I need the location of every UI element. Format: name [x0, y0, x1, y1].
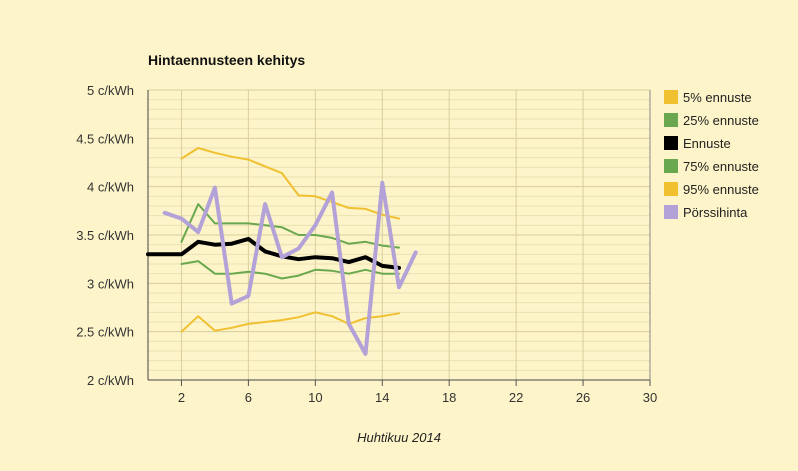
y-tick-label: 3 c/kWh	[87, 276, 134, 291]
x-tick-label: 14	[375, 390, 389, 405]
x-tick-label: 22	[509, 390, 523, 405]
legend-label: 75% ennuste	[683, 159, 759, 174]
legend-swatch	[664, 136, 678, 150]
legend-label: 5% ennuste	[683, 90, 752, 105]
x-tick-label: 6	[245, 390, 252, 405]
legend-label: Ennuste	[683, 136, 731, 151]
x-tick-label: 26	[576, 390, 590, 405]
x-tick-label: 30	[643, 390, 657, 405]
legend-swatch	[664, 159, 678, 173]
y-tick-label: 4 c/kWh	[87, 180, 134, 195]
series-line-p-rssihinta	[162, 180, 418, 356]
series-line-25-ennuste	[180, 260, 400, 280]
y-tick-label: 3.5 c/kWh	[76, 228, 134, 243]
x-tick-label: 2	[178, 390, 185, 405]
y-tick-label: 4.5 c/kWh	[76, 131, 134, 146]
x-axis-label: Huhtikuu 2014	[357, 430, 441, 445]
y-tick-label: 2 c/kWh	[87, 373, 134, 388]
legend-swatch	[664, 182, 678, 196]
plot-area: 2 c/kWh 2.5 c/kWh 3 c/kWh 3.5 c/kWh 4 c/kWh 4…	[76, 83, 657, 405]
legend-swatch	[664, 113, 678, 127]
legend-swatch	[664, 205, 678, 219]
series-line-5-ennuste	[180, 311, 400, 333]
series-line-95-ennuste	[180, 147, 400, 220]
y-tick-label: 5 c/kWh	[87, 83, 134, 98]
legend-label: 25% ennuste	[683, 113, 759, 128]
chart-title: Hintaennusteen kehitys	[148, 52, 305, 68]
x-tick-label: 18	[442, 390, 456, 405]
y-tick-label: 2.5 c/kWh	[76, 325, 134, 340]
series-line-75-ennuste	[180, 203, 400, 249]
legend-label: 95% ennuste	[683, 182, 759, 197]
series-line-ennuste	[146, 236, 401, 270]
legend: 5% ennuste 25% ennuste Ennuste 75% ennuste 9…	[664, 90, 759, 220]
x-tick-label: 10	[308, 390, 322, 405]
legend-label: Pörssihinta	[683, 205, 748, 220]
legend-swatch	[664, 90, 678, 104]
